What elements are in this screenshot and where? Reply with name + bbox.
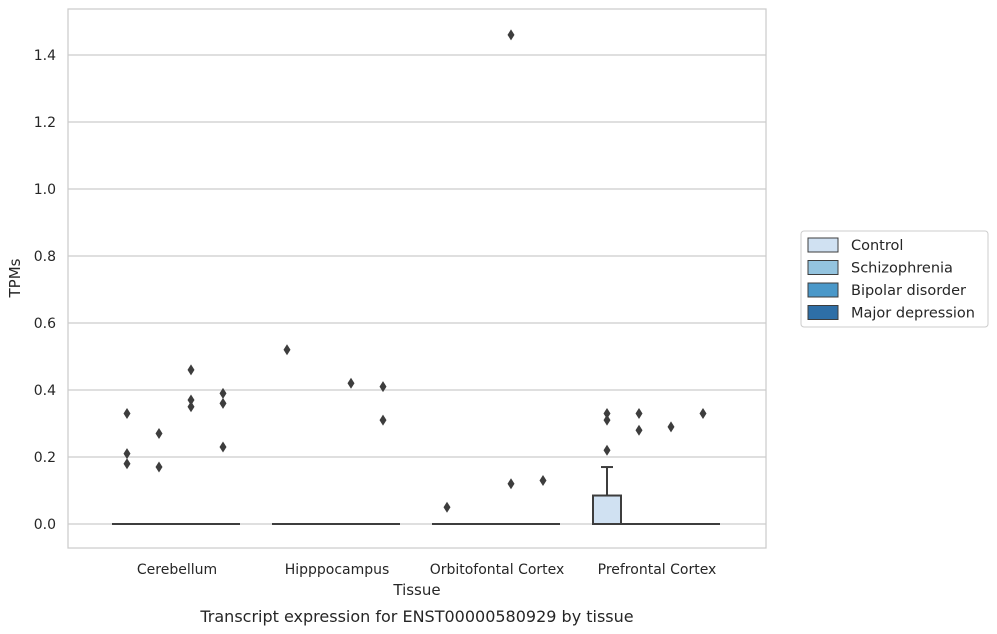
x-axis-title: Tissue xyxy=(392,581,440,599)
y-axis-ticks: 0.0 0.2 0.4 0.6 0.8 1.0 1.2 1.4 xyxy=(34,48,56,533)
outlier-point xyxy=(699,407,707,419)
outlier-point xyxy=(443,501,451,513)
outlier-point xyxy=(219,397,227,409)
x-axis-ticks: Cerebellum Hipppocampus Orbitofontal Corte… xyxy=(137,562,716,578)
legend-label: Schizophrenia xyxy=(851,261,953,277)
outlier-point xyxy=(603,444,611,456)
outlier-point xyxy=(219,387,227,399)
outlier-point xyxy=(635,407,643,419)
y-tick-label: 1.4 xyxy=(34,48,56,64)
y-tick-label: 0.2 xyxy=(34,450,56,466)
outlier-point xyxy=(635,424,643,436)
outlier-point xyxy=(155,428,163,440)
plot-area-frame xyxy=(67,8,767,549)
plot-marks xyxy=(112,29,720,525)
x-tick-label: Prefrontal Cortex xyxy=(598,562,717,578)
x-tick-label: Orbitofontal Cortex xyxy=(430,562,565,578)
gridlines xyxy=(68,54,766,525)
y-tick-label: 0.4 xyxy=(34,383,56,399)
outlier-point xyxy=(507,29,515,41)
box-iqr xyxy=(592,494,622,525)
outlier-point xyxy=(603,414,611,426)
outlier-point xyxy=(667,421,675,433)
outlier-point xyxy=(379,414,387,426)
y-tick-label: 0.6 xyxy=(34,316,56,332)
outlier-point xyxy=(187,364,195,376)
outlier-point xyxy=(347,377,355,389)
x-tick-label: Cerebellum xyxy=(137,562,217,578)
legend-swatch xyxy=(807,237,839,253)
y-tick-label: 1.0 xyxy=(34,182,56,198)
legend-label: Control xyxy=(851,238,903,254)
y-tick-label: 0.8 xyxy=(34,249,56,265)
legend-frame xyxy=(800,230,989,328)
outlier-point xyxy=(219,441,227,453)
y-axis-title: TPMs xyxy=(6,258,24,298)
legend: Control Schizophrenia Bipolar disorder Majo… xyxy=(800,230,989,328)
outlier-point xyxy=(603,407,611,419)
legend-label: Major depression xyxy=(851,306,975,322)
legend-label: Bipolar disorder xyxy=(851,283,966,299)
legend-swatch xyxy=(807,305,839,320)
legend-swatch xyxy=(807,282,839,298)
outlier-point xyxy=(539,474,547,486)
outlier-point xyxy=(187,394,195,406)
outlier-point xyxy=(123,448,131,460)
x-tick-label: Hipppocampus xyxy=(285,562,390,578)
legend-swatch xyxy=(807,260,839,275)
outlier-point xyxy=(187,401,195,413)
figure-caption: Transcript expression for ENST0000058092… xyxy=(199,607,633,626)
outlier-point xyxy=(155,461,163,473)
y-tick-label: 0.0 xyxy=(34,517,56,533)
outlier-point xyxy=(123,458,131,470)
legend-items: Control Schizophrenia Bipolar disorder Majo… xyxy=(807,237,975,322)
y-tick-label: 1.2 xyxy=(34,115,56,131)
outlier-point xyxy=(283,344,291,356)
outlier-point xyxy=(379,381,387,393)
outlier-point xyxy=(507,478,515,490)
outlier-point xyxy=(123,407,131,419)
